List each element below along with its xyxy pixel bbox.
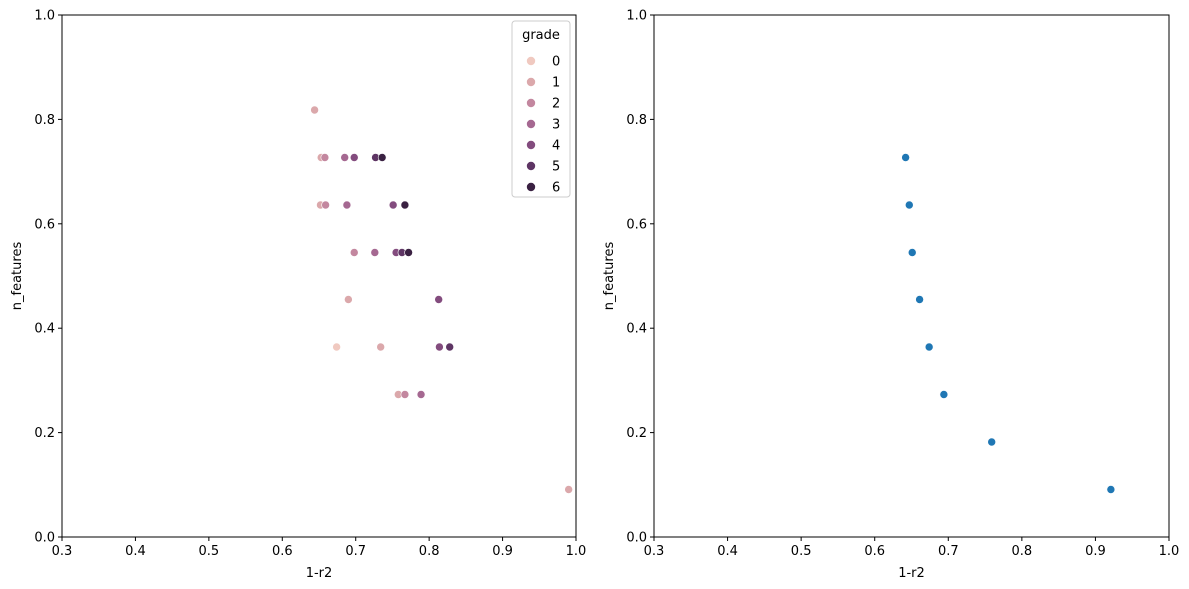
left-x-axis: 0.3 0.4 0.5 0.6 0.7 0.8 0.9 1.0 bbox=[52, 537, 587, 559]
right-y-axis: 0.0 0.2 0.4 0.6 0.8 1.0 bbox=[626, 9, 654, 546]
right-scatter-points bbox=[901, 153, 1116, 494]
left-scatter-point bbox=[388, 200, 398, 210]
legend-entries: 0 1 2 3 4 5 6 bbox=[526, 55, 560, 196]
right-scatter-point bbox=[907, 248, 917, 257]
right-axes-frame bbox=[653, 14, 1170, 538]
left-x-tick-label: 0.7 bbox=[345, 544, 366, 559]
left-y-axis-label: n_features bbox=[10, 242, 25, 311]
legend-label: 3 bbox=[552, 118, 560, 133]
legend-marker bbox=[526, 119, 536, 129]
legend-label: 4 bbox=[552, 139, 560, 154]
legend-label: 1 bbox=[552, 76, 560, 91]
right-scatter-point bbox=[901, 153, 910, 162]
legend-marker bbox=[526, 182, 536, 192]
right-x-tick-label: 1.0 bbox=[1159, 544, 1180, 559]
right-x-axis: 0.3 0.4 0.5 0.6 0.7 0.8 0.9 1.0 bbox=[644, 537, 1180, 559]
left-y-tick-label: 0.2 bbox=[34, 426, 55, 441]
left-x-tick-label: 0.6 bbox=[272, 544, 293, 559]
right-scatter-point bbox=[915, 295, 924, 304]
legend-marker bbox=[526, 77, 536, 87]
right-y-tick-label: 0.2 bbox=[626, 426, 647, 441]
left-x-axis-label: 1-r2 bbox=[306, 566, 333, 581]
left-y-tick-label: 0.0 bbox=[34, 531, 55, 546]
left-scatter-point bbox=[400, 200, 410, 210]
right-scatter-point bbox=[1106, 485, 1116, 494]
left-scatter-point bbox=[370, 248, 380, 257]
left-scatter-point bbox=[434, 295, 443, 304]
legend-marker bbox=[526, 161, 536, 171]
legend: grade 0 1 2 3 4 5 6 bbox=[511, 20, 571, 198]
right-x-tick-label: 0.5 bbox=[791, 544, 812, 559]
legend-box bbox=[511, 20, 571, 198]
legend-marker bbox=[526, 56, 536, 66]
left-scatter-point bbox=[404, 248, 413, 257]
legend-marker bbox=[526, 98, 536, 108]
left-y-tick-label: 0.4 bbox=[34, 322, 55, 337]
right-y-tick-label: 0.4 bbox=[626, 322, 647, 337]
left-scatter-point bbox=[310, 105, 319, 115]
legend-label: 2 bbox=[552, 97, 560, 112]
left-x-tick-label: 0.8 bbox=[419, 544, 440, 559]
left-y-tick-label: 0.8 bbox=[34, 113, 55, 128]
legend-marker bbox=[526, 140, 536, 150]
left-scatter-point bbox=[340, 153, 350, 162]
left-scatter-point bbox=[445, 342, 455, 352]
right-scatter-point bbox=[904, 200, 914, 210]
right-x-axis-label: 1-r2 bbox=[898, 566, 925, 581]
left-scatter-point bbox=[435, 342, 444, 352]
left-scatter-point bbox=[344, 295, 353, 304]
right-x-tick-label: 0.6 bbox=[864, 544, 885, 559]
left-scatter-point bbox=[349, 153, 359, 162]
right-y-tick-label: 1.0 bbox=[626, 9, 647, 24]
left-scatter-point bbox=[321, 200, 330, 210]
left-scatter-point bbox=[332, 342, 341, 352]
left-scatter-point bbox=[416, 390, 426, 399]
right-x-tick-label: 0.7 bbox=[938, 544, 959, 559]
left-axes-frame bbox=[61, 14, 577, 538]
right-scatter-point bbox=[939, 390, 949, 399]
right-y-tick-label: 0.6 bbox=[626, 217, 647, 232]
left-scatter-panel: 0.3 0.4 0.5 0.6 0.7 0.8 0.9 1.0 0.0 0.2 0.4 0.6 0.8… bbox=[10, 9, 586, 582]
right-x-tick-label: 0.3 bbox=[644, 544, 665, 559]
right-scatter-point bbox=[987, 437, 996, 447]
left-y-axis: 0.0 0.2 0.4 0.6 0.8 1.0 bbox=[34, 9, 62, 546]
right-x-tick-label: 0.9 bbox=[1085, 544, 1106, 559]
right-x-tick-label: 0.4 bbox=[717, 544, 738, 559]
left-x-tick-label: 0.3 bbox=[52, 544, 73, 559]
right-y-axis-label: n_features bbox=[602, 242, 617, 311]
left-x-tick-label: 1.0 bbox=[566, 544, 587, 559]
right-scatter-panel: 0.3 0.4 0.5 0.6 0.7 0.8 0.9 1.0 0.0 0.2 0.4 0.6 0.8… bbox=[602, 9, 1179, 582]
legend-label: 6 bbox=[552, 181, 560, 196]
legend-label: 0 bbox=[552, 55, 560, 70]
left-x-tick-label: 0.4 bbox=[125, 544, 146, 559]
right-scatter-point bbox=[924, 342, 934, 352]
left-y-tick-label: 0.6 bbox=[34, 217, 55, 232]
left-scatter-points bbox=[310, 105, 573, 494]
right-x-tick-label: 0.8 bbox=[1012, 544, 1033, 559]
left-scatter-point bbox=[342, 200, 352, 210]
left-y-tick-label: 1.0 bbox=[34, 9, 55, 24]
left-scatter-point bbox=[564, 485, 573, 494]
left-x-tick-label: 0.9 bbox=[492, 544, 513, 559]
right-y-tick-label: 0.0 bbox=[626, 531, 647, 546]
right-y-tick-label: 0.8 bbox=[626, 113, 647, 128]
left-scatter-point bbox=[376, 342, 385, 352]
left-scatter-point bbox=[377, 153, 387, 162]
left-scatter-point bbox=[400, 390, 410, 399]
legend-title: grade bbox=[522, 28, 560, 43]
left-scatter-point bbox=[320, 153, 330, 162]
legend-label: 5 bbox=[552, 160, 560, 175]
left-x-tick-label: 0.5 bbox=[199, 544, 220, 559]
left-scatter-point bbox=[349, 248, 359, 257]
